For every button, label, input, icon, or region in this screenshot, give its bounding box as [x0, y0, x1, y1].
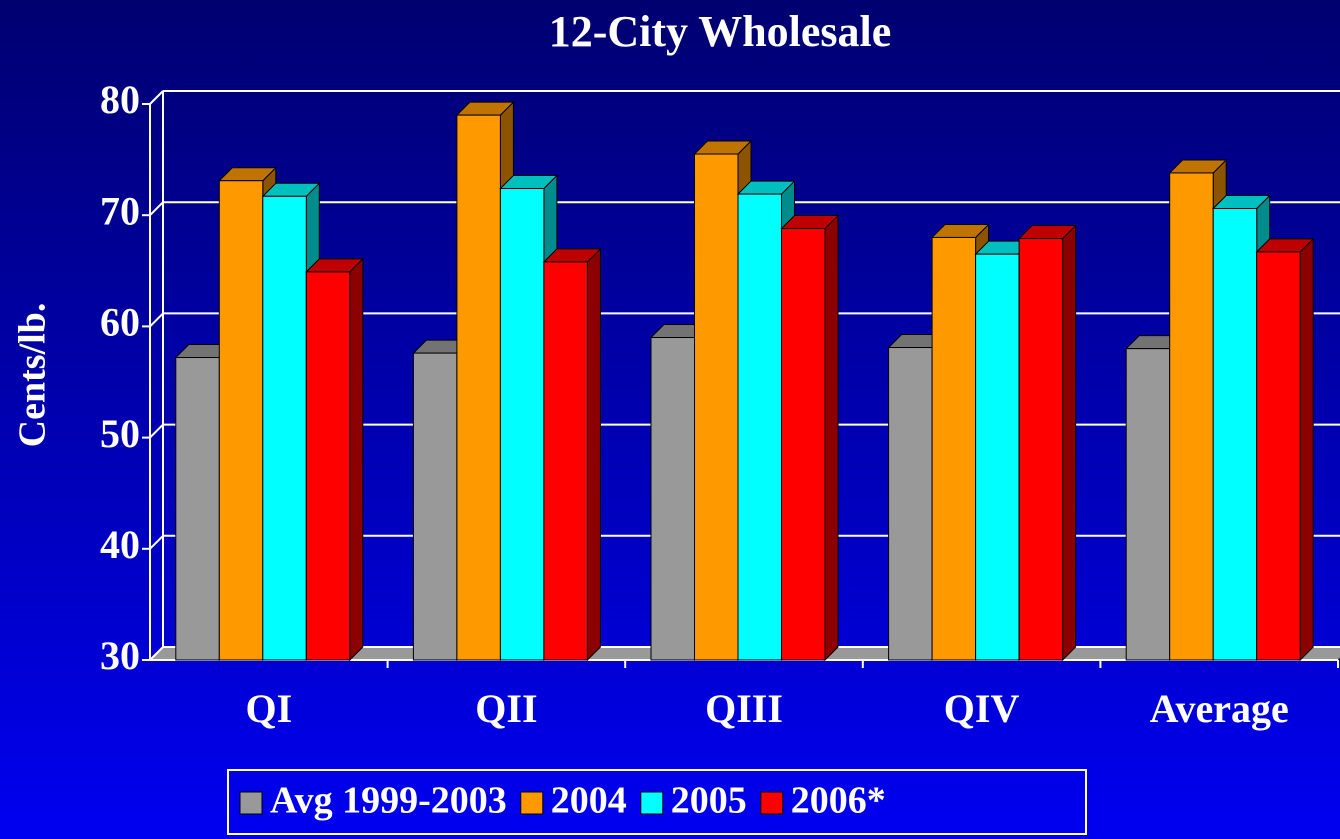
- bar-side: [824, 214, 839, 662]
- legend-label: 2006*: [791, 780, 886, 822]
- legend-label: 2004: [551, 780, 627, 822]
- x-tick-label: Average: [1150, 686, 1289, 731]
- bar-front: [888, 347, 933, 661]
- y-axis-label: Cents/lb.: [12, 303, 54, 448]
- bar-front: [931, 236, 977, 661]
- y-tick-label: 30: [100, 633, 140, 678]
- bar: [780, 214, 840, 662]
- y-tick-label: 40: [100, 522, 140, 567]
- grid-line-side: [149, 646, 164, 661]
- bar-front: [1169, 172, 1214, 661]
- grid-line-side: [149, 423, 164, 439]
- bar: [305, 257, 365, 662]
- legend-box: [227, 769, 1087, 835]
- bar-front: [543, 261, 588, 661]
- bar-front: [694, 153, 739, 661]
- grid-line-side: [149, 90, 164, 105]
- bar-side: [1299, 237, 1314, 662]
- legend-label: Avg 1999-2003: [270, 780, 507, 822]
- legend-swatch: [640, 791, 664, 815]
- bar-side: [349, 257, 364, 662]
- legend-swatch: [239, 791, 263, 815]
- bar-front: [1018, 238, 1064, 661]
- legend-label: 2005: [671, 780, 747, 822]
- bar-front: [737, 193, 782, 661]
- bar-front: [650, 337, 695, 661]
- bar-front: [781, 228, 826, 661]
- bar-front: [262, 195, 307, 661]
- x-tick-label: QIII: [705, 686, 783, 731]
- bar-side: [1062, 224, 1077, 662]
- x-tick-label: QI: [245, 686, 292, 731]
- grid-line-side: [149, 535, 164, 550]
- bar-front: [218, 180, 264, 661]
- bar-front: [1256, 251, 1301, 661]
- y-tick-label: 70: [100, 188, 140, 233]
- bar-front: [1212, 208, 1258, 661]
- bar-front: [175, 357, 220, 661]
- y-tick-label: 50: [100, 411, 140, 456]
- bar-front: [305, 271, 351, 661]
- bar-front: [499, 188, 545, 661]
- grid-line-side: [149, 312, 164, 328]
- bar: [1255, 237, 1315, 662]
- bar: [1017, 224, 1077, 662]
- y-tick-label: 60: [100, 300, 140, 345]
- bar-side: [586, 247, 601, 662]
- legend-swatch: [760, 791, 784, 815]
- bar-front: [975, 253, 1020, 661]
- x-tick-label: QII: [475, 686, 537, 731]
- bar-front: [1125, 348, 1171, 661]
- bar: [542, 247, 602, 662]
- legend-swatch: [520, 791, 544, 815]
- bar-front: [456, 114, 501, 661]
- bar-front: [412, 352, 458, 661]
- y-tick-label: 80: [100, 77, 140, 122]
- x-tick-label: QIV: [944, 686, 1020, 731]
- grid-line-side: [149, 201, 164, 216]
- chart-title: 12-City Wholesale: [549, 7, 892, 56]
